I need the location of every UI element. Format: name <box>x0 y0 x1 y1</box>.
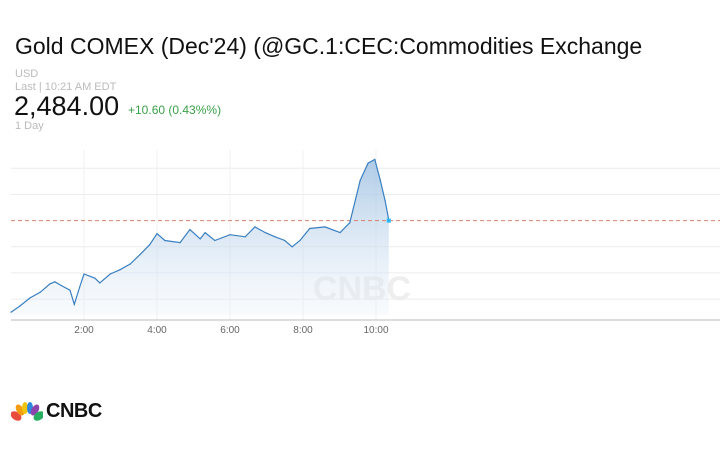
data-point <box>61 285 63 287</box>
data-point <box>79 286 81 288</box>
data-point <box>229 234 231 236</box>
x-tick-label: 6:00 <box>220 325 240 336</box>
data-point <box>19 305 21 307</box>
cnbc-logo-text: CNBC <box>46 400 102 422</box>
data-point <box>149 244 151 246</box>
data-point <box>29 297 31 299</box>
x-tick-label: 4:00 <box>147 325 167 336</box>
last-price: 2,484.00 <box>14 91 120 121</box>
data-point <box>129 263 131 265</box>
x-tick-label: 8:00 <box>293 325 313 336</box>
data-point <box>54 281 56 283</box>
data-point <box>94 277 96 279</box>
data-point <box>119 269 121 271</box>
data-point <box>99 282 101 284</box>
page-title: Gold COMEX (Dec'24) (@GC.1:CEC:Commoditi… <box>15 33 643 59</box>
data-point <box>109 273 111 275</box>
data-point <box>284 239 286 242</box>
currency-label: USD <box>15 68 39 80</box>
data-point <box>254 226 256 228</box>
data-point <box>379 179 381 181</box>
data-point <box>83 273 85 275</box>
data-point <box>274 236 276 238</box>
data-point <box>139 254 141 256</box>
x-tick-label: 10:00 <box>363 325 388 336</box>
data-point <box>49 283 51 285</box>
price-line <box>10 158 390 313</box>
peacock-icon <box>11 401 43 421</box>
x-tick-label: 2:00 <box>74 325 94 336</box>
data-point <box>10 311 12 313</box>
price-change: +10.60 (0.43%%) <box>128 103 222 117</box>
data-point <box>386 213 389 215</box>
data-point <box>189 228 191 231</box>
data-point <box>264 232 266 234</box>
data-point <box>367 162 369 164</box>
price-area <box>11 159 389 315</box>
data-point <box>156 233 158 235</box>
time-range-label: 1 Day <box>15 120 44 132</box>
data-point <box>69 289 71 291</box>
last-price-marker <box>386 218 391 223</box>
data-point <box>349 222 351 224</box>
data-point <box>179 241 181 244</box>
data-point <box>339 232 341 234</box>
data-point <box>244 236 246 238</box>
data-point <box>291 246 293 248</box>
data-point <box>73 303 75 305</box>
data-point <box>299 239 301 242</box>
data-point <box>324 226 326 228</box>
data-point <box>359 179 361 181</box>
last-update-time: Last | 10:21 AM EDT <box>15 81 117 93</box>
data-point <box>199 238 201 240</box>
data-point <box>214 239 216 242</box>
data-point <box>39 291 41 293</box>
data-point <box>384 200 386 202</box>
data-point <box>204 232 206 234</box>
data-point <box>164 239 166 242</box>
data-point <box>374 158 376 161</box>
cnbc-logo: CNBC <box>11 400 102 423</box>
data-point <box>309 227 311 230</box>
